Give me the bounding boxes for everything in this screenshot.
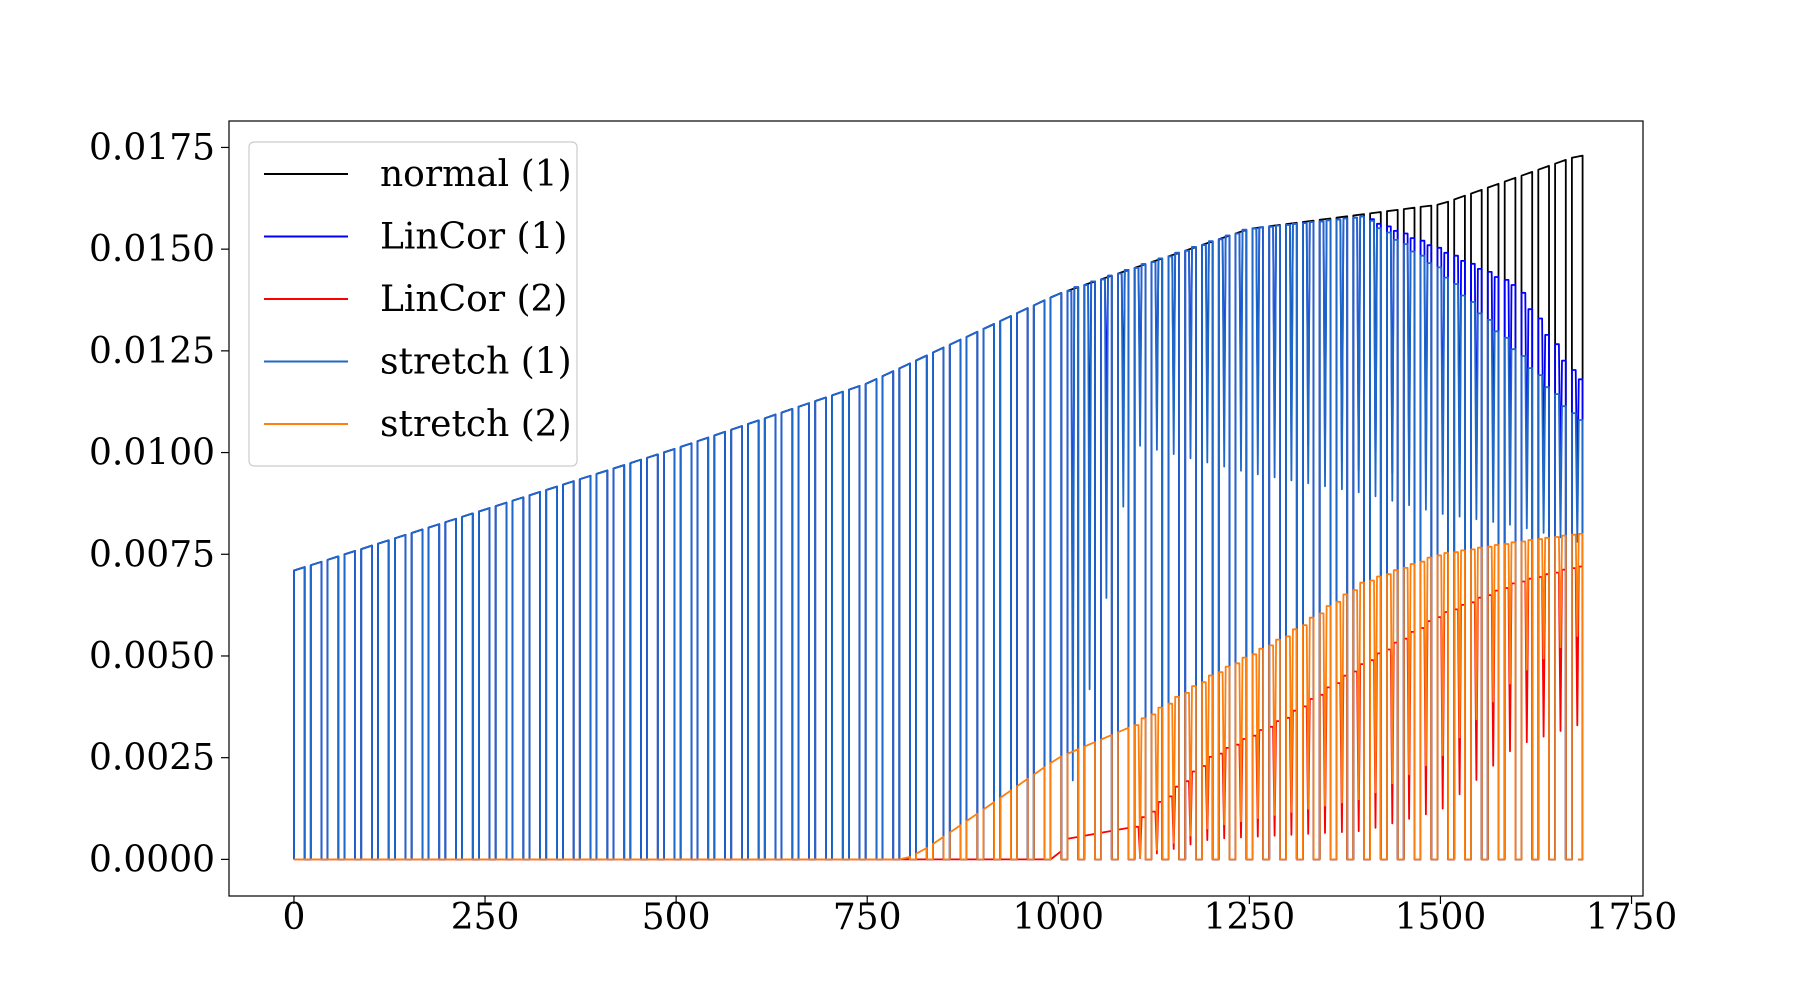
- x-tick-label: 500: [642, 897, 711, 938]
- y-tick-label: 0.0100: [89, 433, 215, 474]
- series-line-3: [293, 215, 1584, 861]
- legend-label-4: stretch (2): [380, 404, 572, 445]
- legend-label-2: LinCor (2): [380, 279, 567, 320]
- y-tick-label: 0.0000: [89, 839, 215, 880]
- plot-frame: [228, 120, 1644, 897]
- y-tick-label: 0.0050: [89, 636, 215, 677]
- y-tick-label: 0.0175: [89, 127, 215, 168]
- x-tick-label: 1500: [1395, 897, 1487, 938]
- x-tick-label: 1250: [1204, 897, 1296, 938]
- x-tick-label: 1750: [1586, 897, 1678, 938]
- y-axis: 0.0000 0.0025 0.0050 0.0075 0.0100 0.0125 0.01…: [89, 127, 229, 880]
- legend-label-3: stretch (1): [380, 342, 572, 383]
- legend-label-1: LinCor (1): [380, 217, 567, 258]
- y-tick-label: 0.0150: [89, 229, 215, 270]
- series-line-4: [294, 533, 1584, 861]
- x-tick-label: 0: [283, 897, 306, 938]
- x-tick-label: 750: [833, 897, 902, 938]
- x-tick-label: 1000: [1012, 897, 1104, 938]
- y-tick-label: 0.0075: [89, 534, 215, 575]
- legend: normal (1) LinCor (1) LinCor (2) stretch (1…: [248, 141, 578, 467]
- legend-box: [248, 141, 578, 467]
- y-tick-label: 0.0125: [89, 331, 215, 372]
- series-layer: [293, 154, 1584, 861]
- legend-label-0: normal (1): [380, 154, 572, 195]
- x-tick-label: 250: [451, 897, 520, 938]
- x-axis: 0 250 500 750 1000 1250 1500 1750: [283, 896, 1678, 938]
- y-tick-label: 0.0025: [89, 738, 215, 779]
